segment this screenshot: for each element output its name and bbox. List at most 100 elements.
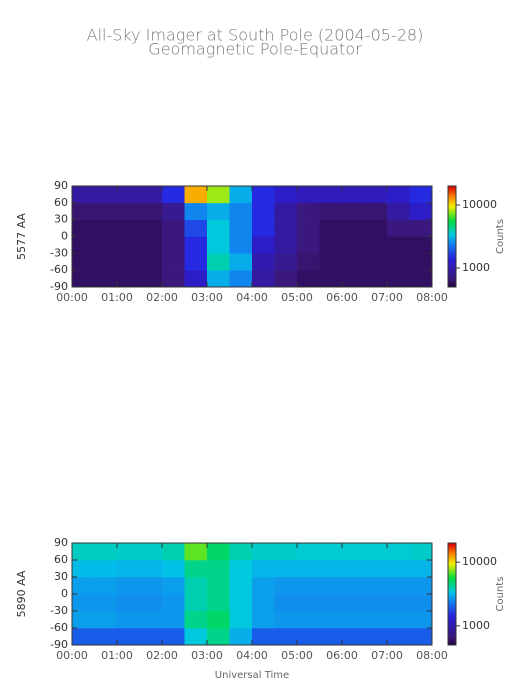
colorbar-band: [448, 605, 456, 609]
x-tick-label: 04:00: [236, 291, 268, 304]
colorbar-band: [448, 543, 456, 546]
colorbar-band: [448, 604, 456, 607]
colorbar-band: [448, 619, 456, 622]
heatmap-cell: [274, 594, 298, 612]
colorbar-band: [448, 638, 456, 641]
colorbar-band: [448, 275, 456, 278]
colorbar-band: [448, 268, 456, 271]
heatmap-cell: [252, 611, 275, 629]
heatmap-cell: [387, 577, 410, 595]
colorbar-band: [448, 570, 456, 573]
heatmap-cell: [184, 186, 208, 204]
colorbar-band: [448, 575, 456, 578]
colorbar-band: [448, 226, 456, 229]
heatmap-cell: [342, 577, 365, 595]
colorbar-band: [448, 573, 456, 576]
heatmap-cell: [207, 253, 230, 271]
heatmap-cell: [139, 543, 163, 561]
heatmap-cell: [72, 560, 95, 578]
heatmap-cell: [409, 202, 433, 220]
heatmap-cell: [94, 560, 118, 578]
colorbar-band: [448, 244, 456, 248]
heatmap-cell: [94, 594, 118, 612]
colorbar-band: [448, 187, 456, 190]
heatmap-cell: [229, 270, 253, 288]
colorbar-band: [448, 260, 456, 263]
y-tick-label: -30: [50, 604, 68, 617]
heatmap-cell: [409, 594, 433, 612]
colorbar-band: [448, 546, 456, 549]
y-axis-label: 5890 AA: [15, 570, 28, 617]
heatmap-cell: [409, 628, 433, 646]
heatmap-cell: [72, 186, 95, 204]
heatmap-cell: [274, 560, 298, 578]
heatmap-cell: [252, 186, 275, 204]
heatmap-cell: [387, 236, 410, 254]
heatmap-cell: [139, 270, 163, 288]
heatmap-cell: [297, 236, 320, 254]
colorbar-band: [448, 224, 456, 227]
colorbar-band: [448, 587, 456, 590]
heatmap-cell: [297, 253, 320, 271]
heatmap-cell: [364, 202, 388, 220]
heatmap-cell: [229, 594, 253, 612]
heatmap-cell: [319, 594, 343, 612]
colorbar-band: [448, 607, 456, 610]
colorbar-band: [448, 216, 456, 219]
heatmap-cell: [117, 577, 140, 595]
heatmap-cell: [117, 594, 140, 612]
heatmap-cell: [387, 560, 410, 578]
heatmap-cell: [342, 594, 365, 612]
heatmap-cell: [184, 236, 208, 254]
colorbar-label: Counts: [495, 577, 506, 612]
colorbar-band: [448, 197, 456, 200]
x-tick-label: 07:00: [371, 649, 403, 662]
heatmap-cell: [409, 577, 433, 595]
heatmap-cell: [94, 543, 118, 561]
colorbar-band: [448, 622, 456, 626]
heatmap-cell: [274, 628, 298, 646]
x-tick-label: 03:00: [191, 291, 223, 304]
colorbar-band: [448, 549, 456, 552]
heatmap-cell: [207, 270, 230, 288]
colorbar-band: [448, 266, 456, 269]
heatmap-cell: [139, 611, 163, 629]
heatmap-cell: [409, 611, 433, 629]
heatmap-cell: [139, 594, 163, 612]
colorbar-band: [448, 612, 456, 615]
heatmap-cell: [139, 560, 163, 578]
colorbar-band: [448, 568, 456, 571]
colorbar-tick-label: 10000: [462, 555, 497, 568]
colorbar-band: [448, 221, 456, 224]
heatmap-cell: [207, 594, 230, 612]
heatmap-cell: [252, 270, 275, 288]
heatmap-cell: [94, 219, 118, 237]
y-axis-label: 5577 AA: [15, 213, 28, 260]
colorbar-band: [448, 580, 456, 583]
x-tick-label: 06:00: [326, 649, 358, 662]
colorbar-band: [448, 273, 456, 276]
heatmap-cell: [409, 219, 433, 237]
colorbar-band: [448, 556, 456, 559]
heatmap-cell: [297, 543, 320, 561]
x-tick-label: 04:00: [236, 649, 268, 662]
heatmap-cell: [364, 543, 388, 561]
heatmap-cell: [162, 202, 185, 220]
heatmap-cell: [72, 270, 95, 288]
colorbar-band: [448, 270, 456, 273]
colorbar-band: [448, 577, 456, 580]
heatmap-cell: [274, 186, 298, 204]
heatmap-cell: [387, 270, 410, 288]
x-tick-label: 03:00: [191, 649, 223, 662]
heatmap-cell: [274, 611, 298, 629]
y-tick-label: 90: [54, 179, 68, 192]
heatmap-cell: [117, 202, 140, 220]
colorbar-tick-label: 10000: [462, 198, 497, 211]
colorbar-band: [448, 211, 456, 214]
heatmap-cell: [297, 560, 320, 578]
heatmap-cell: [409, 236, 433, 254]
heatmap-cell: [297, 270, 320, 288]
heatmap-cell: [184, 543, 208, 561]
heatmap-cell: [162, 611, 185, 629]
